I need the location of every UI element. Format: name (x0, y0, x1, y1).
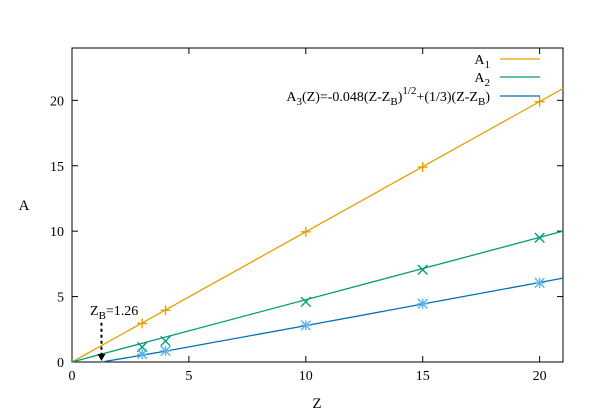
data-point-3 (300, 320, 312, 331)
data-point-3 (136, 348, 148, 360)
x-tick-label: 10 (299, 369, 313, 384)
legend-label-3: A3(Z)=-0.048(Z-ZB)1/2+(1/3)(Z-ZB) (286, 85, 490, 108)
data-point-1 (534, 96, 545, 107)
annotation-label: ZB=1.26 (90, 304, 138, 322)
y-tick-label: 10 (50, 225, 64, 240)
data-point-3 (534, 277, 545, 289)
legend-label-2: A2 (474, 71, 490, 89)
data-point-2 (160, 335, 171, 347)
data-point-3 (160, 345, 171, 357)
data-point-1 (160, 305, 171, 316)
y-tick-label: 20 (50, 94, 64, 109)
x-tick-label: 5 (185, 369, 192, 384)
data-point-1 (137, 318, 148, 329)
x-tick-label: 20 (533, 369, 547, 384)
data-point-2 (417, 264, 428, 276)
data-point-2 (534, 232, 545, 243)
y-tick-label: 5 (57, 291, 64, 306)
series-line-1 (71, 87, 564, 363)
series-line-3 (101, 277, 564, 363)
x-axis-label: Z (312, 396, 321, 412)
x-tick-label: 0 (69, 369, 76, 384)
series-line-2 (71, 230, 564, 363)
data-point-3 (417, 298, 428, 310)
y-tick-label: 0 (57, 356, 64, 371)
data-point-1 (417, 162, 428, 173)
data-point-1 (300, 226, 311, 237)
annotation-arrow-head (97, 354, 106, 361)
y-tick-label: 15 (50, 160, 64, 175)
x-tick-label: 15 (416, 369, 430, 384)
legend-label-1: A1 (474, 53, 490, 71)
data-point-2 (300, 296, 312, 308)
y-axis-label: A (19, 198, 30, 214)
plot-frame (71, 47, 564, 363)
